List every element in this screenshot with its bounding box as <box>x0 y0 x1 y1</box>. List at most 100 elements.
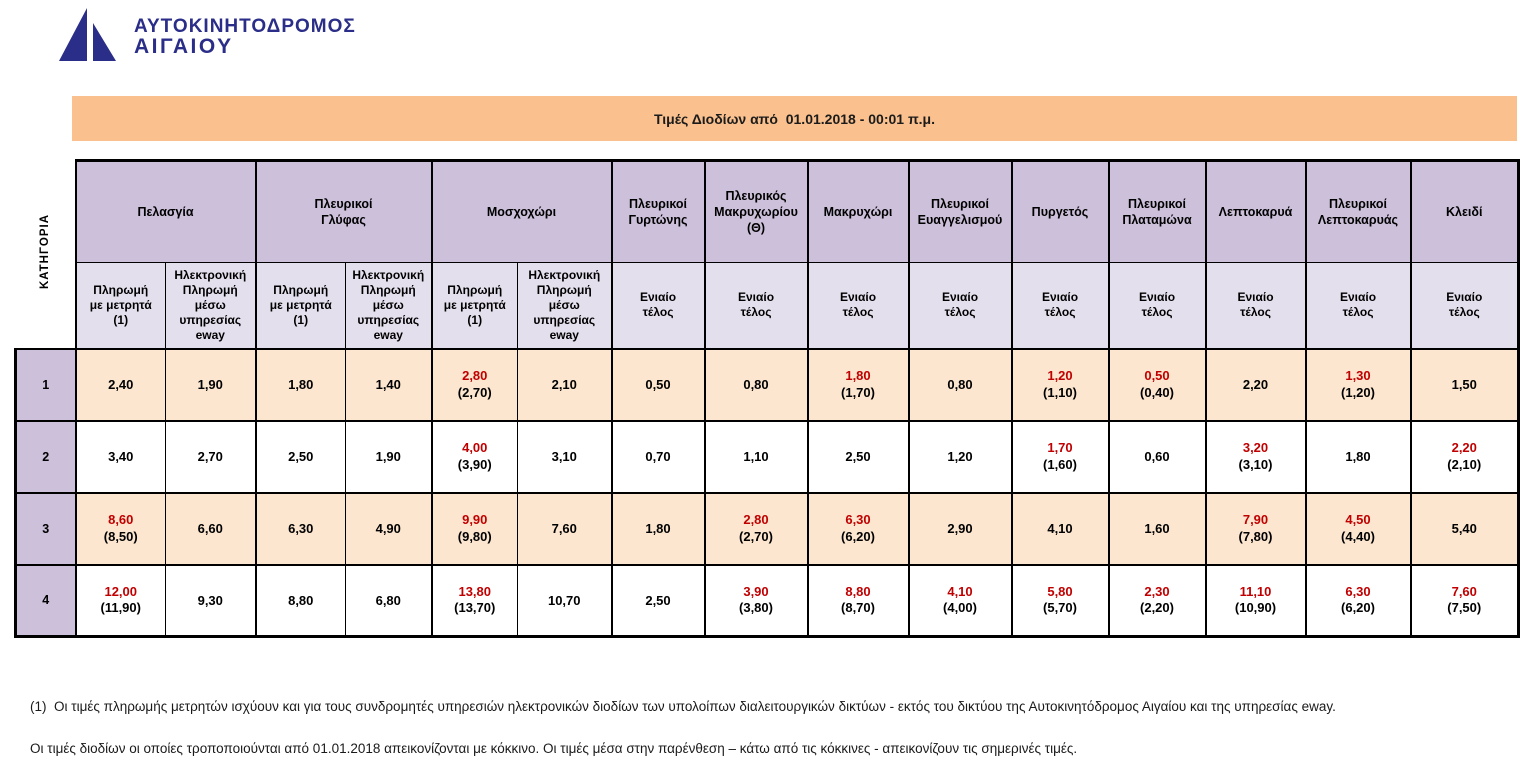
new-price: 12,00 <box>104 584 138 599</box>
current-price: (0,40) <box>1140 384 1174 400</box>
current-price: (13,70) <box>454 600 496 616</box>
station-header: Πλευρικοί Ευαγγελισμού <box>907 159 1012 263</box>
price-cell: 5,80 (5,70) <box>1010 563 1109 638</box>
price-cell: 0,80 <box>907 347 1012 421</box>
payment-type-header: Ενιαίο τέλος <box>806 262 909 349</box>
price-cell: 2,10 <box>517 347 612 421</box>
footnote-cash-payment: (1) Οι τιμές πληρωμής μετρητών ισχύουν κ… <box>30 699 1336 714</box>
company-name-line2: ΑΙΓΑΙΟΥ <box>134 35 234 59</box>
price-cell: 2,30 (2,20) <box>1107 563 1206 638</box>
station-header: Λεπτοκαρυά <box>1204 159 1306 263</box>
price-cell: 9,90 (9,80) <box>430 491 518 565</box>
category-axis-label: ΚΑΤΗΓΟΡΙΑ <box>39 213 51 289</box>
new-price: 4,10 <box>947 584 973 599</box>
current-price: (7,50) <box>1447 600 1482 616</box>
price-cell: 0,80 <box>703 347 808 421</box>
current-price: (1,10) <box>1043 384 1077 400</box>
price-cell: 7,60 <box>517 491 612 565</box>
payment-type-header: Ηλεκτρονική Πληρωμή μέσω υπηρεσίας eway <box>517 262 612 349</box>
company-logo: ΑΥΤΟΚΙΝΗΤΟΔΡΟΜΟΣ ΑΙΓΑΙΟΥ <box>58 6 356 69</box>
station-header: Πλευρικοί Λεπτοκαρυάς <box>1304 159 1411 263</box>
new-price: 13,80 <box>458 584 492 599</box>
price-cell: 8,80 (8,70) <box>806 563 909 638</box>
payment-type-header: Ηλεκτρονική Πληρωμή μέσω υπηρεσίας eway <box>165 262 256 349</box>
price-cell: 1,60 <box>1107 491 1206 565</box>
price-cell: 11,10 (10,90) <box>1204 563 1306 638</box>
new-price: 4,00 <box>462 440 488 456</box>
new-price: 0,50 <box>1144 368 1170 384</box>
payment-type-header: Πληρωμή με μετρητά (1) <box>430 262 518 349</box>
station-header: Πλευρικός Μακρυχωρίου (Θ) <box>703 159 808 263</box>
price-cell: 7,90 (7,80) <box>1204 491 1306 565</box>
price-cell: 4,00 (3,90) <box>430 419 518 493</box>
current-price: (3,10) <box>1238 456 1273 472</box>
current-price: (2,70) <box>739 528 773 544</box>
price-cell: 6,30 (6,20) <box>806 491 909 565</box>
price-cell: 13,80 (13,70) <box>430 563 518 638</box>
current-price: (2,10) <box>1447 456 1482 472</box>
price-cell: 6,30 (6,20) <box>1304 563 1411 638</box>
price-cell: 1,50 <box>1409 347 1520 421</box>
price-cell: 3,20 (3,10) <box>1204 419 1306 493</box>
category-axis-header: ΚΑΤΗΓΟΡΙΑ <box>15 160 76 349</box>
price-cell: 1,10 <box>703 419 808 493</box>
price-cell: 0,50 (0,40) <box>1107 347 1206 421</box>
current-price: (9,80) <box>457 528 492 544</box>
title-bar: Τιμές Διοδίων από 01.01.2018 - 00:01 π.μ… <box>72 96 1517 141</box>
current-price: (8,50) <box>103 528 138 544</box>
price-cell: 10,70 <box>517 563 612 638</box>
station-header: Πλευρικοί Γυρτώνης <box>610 159 705 263</box>
category-cell: 2 <box>14 419 76 493</box>
price-cell: 0,50 <box>610 347 705 421</box>
price-cell: 6,80 <box>345 563 432 638</box>
new-price: 2,80 <box>462 368 488 384</box>
payment-type-header: Ενιαίο τέλος <box>907 262 1012 349</box>
price-cell: 2,40 <box>74 347 166 421</box>
current-price: (10,90) <box>1234 600 1277 616</box>
current-price: (2,70) <box>457 384 492 400</box>
payment-type-header: Ενιαίο τέλος <box>1204 262 1306 349</box>
price-cell: 2,80 (2,70) <box>703 491 808 565</box>
current-price: (7,80) <box>1238 528 1273 544</box>
current-price: (1,60) <box>1043 456 1077 472</box>
current-price: (6,20) <box>1341 600 1375 616</box>
price-cell: 12,00 (11,90) <box>74 563 166 638</box>
price-cell: 4,10 <box>1010 491 1109 565</box>
new-price: 1,70 <box>1047 440 1073 456</box>
current-price: (2,20) <box>1140 600 1174 616</box>
company-name-line1: ΑΥΤΟΚΙΝΗΤΟΔΡΟΜΟΣ <box>134 15 356 37</box>
new-price: 5,80 <box>1047 584 1073 599</box>
current-price: (3,90) <box>457 456 492 472</box>
payment-type-header: Ενιαίο τέλος <box>1409 262 1520 349</box>
payment-type-header: Πληρωμή με μετρητά (1) <box>254 262 346 349</box>
price-cell: 6,60 <box>165 491 256 565</box>
category-cell: 3 <box>14 491 76 565</box>
new-price: 9,90 <box>462 512 488 528</box>
table-row: 4 12,00 (11,90) 9,30 8,80 6,80 13,80 (13,70) 10,… <box>14 563 1520 638</box>
category-cell: 1 <box>14 347 76 421</box>
price-cell: 2,70 <box>165 419 256 493</box>
toll-price-table: ΚΑΤΗΓΟΡΙΑ Πελασγία Πλευρικοί Γλύφας Μοσχοχώ… <box>14 159 1520 638</box>
price-cell: 1,90 <box>345 419 432 493</box>
station-header: Πυργετός <box>1010 159 1109 263</box>
price-cell: 1,20 <box>907 419 1012 493</box>
table-row: 1 2,40 1,90 1,80 1,40 2,80 (2,70) 2,10 0,50 0,80 1… <box>14 347 1520 421</box>
price-cell: 2,50 <box>254 419 346 493</box>
price-cell: 8,60 (8,50) <box>74 491 166 565</box>
price-cell: 6,30 <box>254 491 346 565</box>
station-header: Μακρυχώρι <box>806 159 909 263</box>
price-cell: 2,80 (2,70) <box>430 347 518 421</box>
station-header: Πλευρικοί Γλύφας <box>254 159 432 263</box>
price-cell: 1,20 (1,10) <box>1010 347 1109 421</box>
price-cell: 1,80 <box>254 347 346 421</box>
price-cell: 4,90 <box>345 491 432 565</box>
current-price: (4,40) <box>1341 528 1375 544</box>
price-cell: 1,80 (1,70) <box>806 347 909 421</box>
price-cell: 1,70 (1,60) <box>1010 419 1109 493</box>
current-price: (11,90) <box>100 600 141 616</box>
price-cell: 3,90 (3,80) <box>703 563 808 638</box>
price-cell: 3,10 <box>517 419 612 493</box>
price-cell: 1,90 <box>165 347 256 421</box>
company-name: ΑΥΤΟΚΙΝΗΤΟΔΡΟΜΟΣ ΑΙΓΑΙΟΥ <box>134 15 356 59</box>
new-price: 1,80 <box>845 368 871 384</box>
